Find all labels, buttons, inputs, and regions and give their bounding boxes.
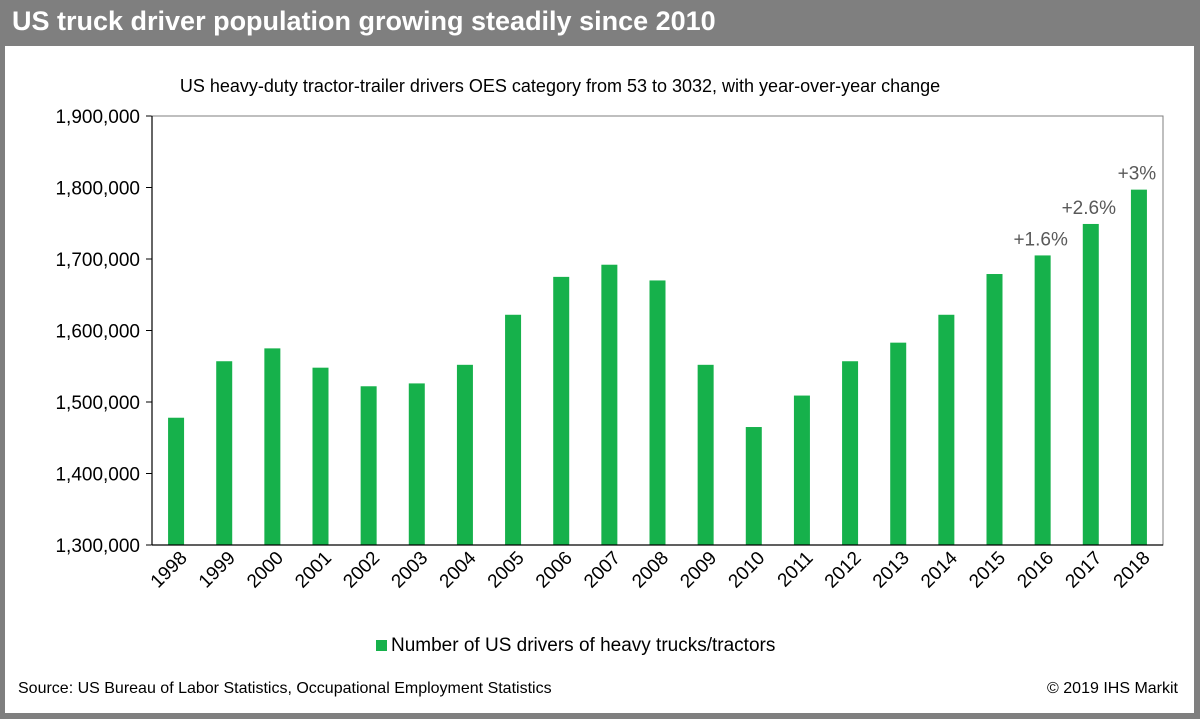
bar-2017 [1082,223,1099,545]
x-axis: 1998 1999 2000 2001 2002 2003 2004 2005 2006 2007… [147,547,1155,592]
bars-group [168,189,1147,546]
x-tick-label: 2012 [821,548,866,593]
bar-2016 [1034,255,1051,546]
x-tick-label: 2014 [917,547,962,592]
bar-2007 [601,264,618,545]
bar-2002 [360,386,377,545]
chart-header: US truck driver population growing stead… [0,0,1200,46]
y-tick-label: 1,700,000 [55,250,140,271]
annotations-group: +1.6% +2.6%+3% [1013,164,1156,251]
yoy-change-label: +2.6% [1062,198,1117,219]
legend: Number of US drivers of heavy trucks/tra… [376,635,775,656]
bar-2014 [938,314,955,545]
x-tick-label: 2017 [1062,548,1107,593]
x-tick-label: 2006 [532,548,577,593]
y-tick-label: 1,300,000 [55,536,140,557]
copyright-note: © 2019 IHS Markit [1047,680,1178,697]
x-tick-label: 2018 [1110,548,1155,593]
x-tick-label: 2004 [436,547,481,592]
x-tick-label: 2010 [725,548,770,593]
bar-2008 [649,280,666,545]
x-tick-label: 2009 [676,548,721,593]
y-tick-label: 1,400,000 [55,465,140,486]
x-tick-label: 2008 [628,548,673,593]
x-tick-label: 2016 [1013,548,1058,593]
x-tick-label: 2007 [580,548,625,593]
bar-2018 [1130,189,1147,545]
x-tick-label: 2002 [339,548,384,593]
bar-2010 [745,427,762,545]
bar-2015 [986,274,1003,545]
bar-2003 [408,383,425,545]
x-tick-label: 2000 [243,548,288,593]
bar-2012 [842,361,859,545]
legend-label: Number of US drivers of heavy trucks/tra… [391,635,775,656]
bar-1999 [216,361,233,545]
page-title: US truck driver population growing stead… [12,6,716,36]
y-tick-label: 1,600,000 [55,322,140,343]
source-note: Source: US Bureau of Labor Statistics, O… [18,680,552,697]
x-tick-label: 2003 [388,548,433,593]
bar-2001 [312,367,329,545]
bar-2006 [553,276,570,545]
chart-title: US heavy-duty tractor-trailer drivers OE… [180,76,940,96]
x-tick-label: 1998 [147,548,192,593]
bar-1998 [168,417,185,545]
x-tick-label: 2011 [774,548,818,592]
x-tick-label: 2015 [965,548,1010,593]
legend-swatch [376,640,387,651]
yoy-change-label: +3% [1118,164,1157,185]
bar-2004 [456,364,473,545]
y-tick-label: 1,800,000 [55,179,140,200]
x-tick-label: 2001 [291,548,336,593]
y-tick-label: 1,900,000 [55,107,140,128]
bar-2013 [890,342,907,545]
y-axis: 1,300,000 1,400,000 1,500,000 1,600,000 1,70… [55,107,152,557]
x-tick-label: 2005 [484,548,529,593]
bar-2011 [793,395,810,545]
yoy-change-label: +1.6% [1013,229,1068,250]
bar-2009 [697,364,714,545]
bar-2005 [505,314,522,545]
axes-frame [151,115,1164,546]
bar-2000 [264,348,281,545]
y-tick-label: 1,500,000 [55,393,140,414]
x-tick-label: 1999 [195,548,240,593]
x-tick-label: 2013 [869,548,914,593]
